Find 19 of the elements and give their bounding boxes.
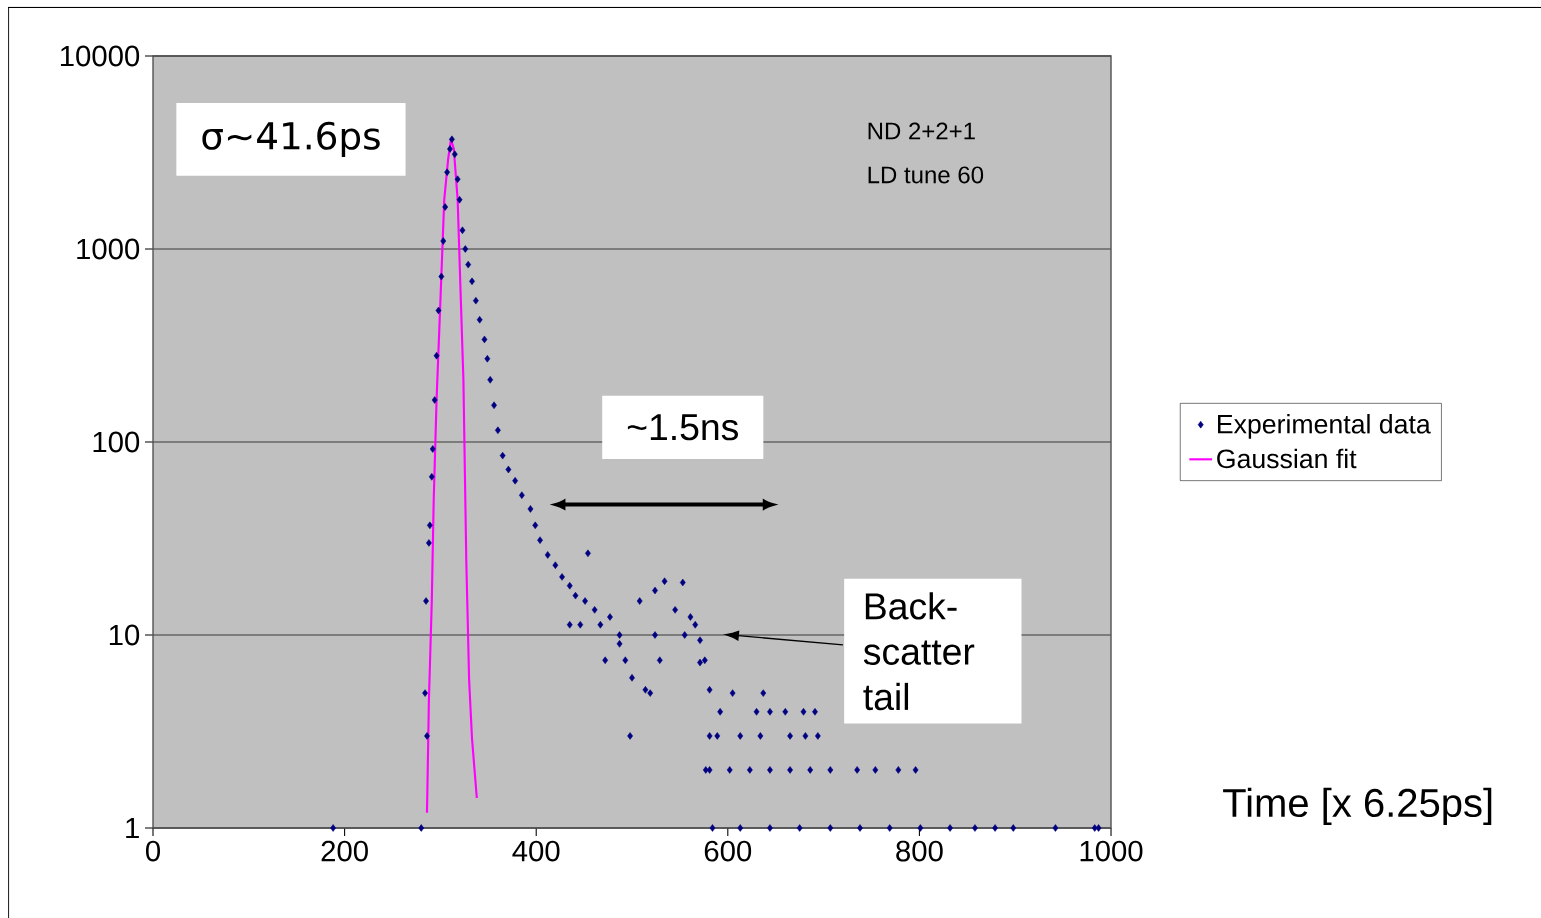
x-tick-label: 800 [896,840,943,862]
y-tick-label: 1000 [77,238,140,260]
annotation: Back-scatter tail [863,592,975,711]
x-tick-label: 600 [704,840,752,862]
y-tick-label: 10 [109,624,140,646]
legend-label: Experimental data [1218,414,1431,439]
y-tick-label: 10000 [60,45,140,67]
x-tick-label: 400 [512,840,560,862]
y-tick-label: 100 [93,431,140,453]
annotation: σ~41.6ps [202,121,380,158]
legend-label: Gaussian fit [1217,448,1357,469]
x-tick-label: 1000 [1080,840,1143,862]
x-tick-label: 200 [321,840,368,862]
x-tick-label: 0 [146,840,161,862]
annotation: ~1.5ns [627,414,738,441]
y-tick-label: 1 [126,817,139,839]
x-axis-title: Time [x 6.25ps] [1223,787,1492,826]
annotation: LD tune 60 [868,166,984,184]
annotation: ND 2+2+1 [868,122,975,140]
